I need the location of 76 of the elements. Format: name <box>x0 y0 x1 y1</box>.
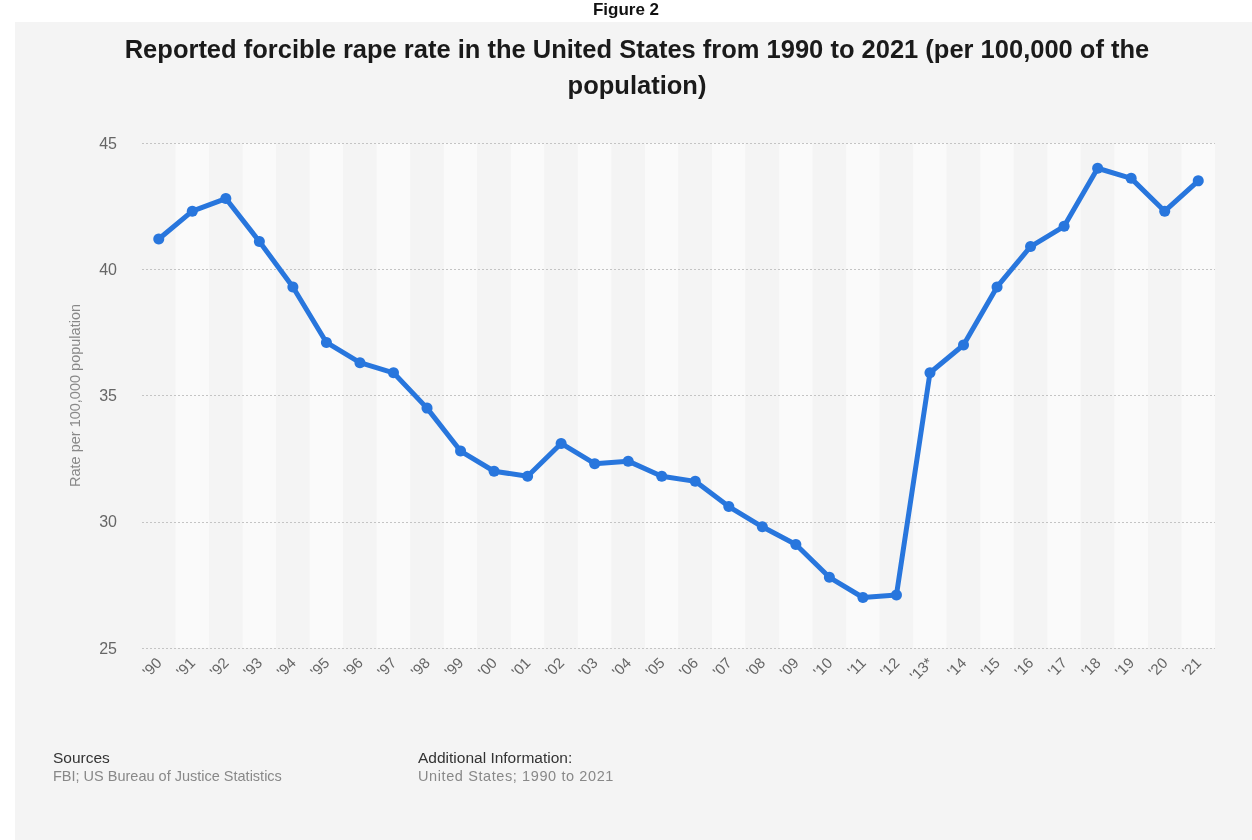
x-tick-label: '04 <box>608 653 635 680</box>
x-tick-label: '96 <box>340 653 366 680</box>
x-tick-label: '17 <box>1044 653 1071 680</box>
point <box>1092 162 1104 174</box>
x-tick-label: '93 <box>239 653 266 680</box>
point <box>689 475 701 487</box>
point <box>220 193 232 205</box>
point <box>790 538 802 550</box>
point <box>756 521 768 533</box>
y-tick-label: 35 <box>99 387 118 404</box>
x-tick-label: '19 <box>1111 653 1138 680</box>
x-tick-label: '21 <box>1178 653 1205 680</box>
x-tick-label: '94 <box>273 653 299 680</box>
y-tick-label: 45 <box>99 134 118 152</box>
point <box>924 367 936 379</box>
y-axis-title: Rate per 100,000 population <box>66 303 83 488</box>
x-tick-label: '11 <box>843 653 869 680</box>
point <box>455 445 467 457</box>
point <box>857 592 869 603</box>
point <box>1025 241 1037 253</box>
x-tick-label: '13* <box>906 653 937 684</box>
point <box>320 336 332 348</box>
text: Sources <box>53 749 110 767</box>
x-tick-label: '09 <box>776 653 802 680</box>
point <box>522 470 534 482</box>
x-tick-label: '92 <box>206 653 232 680</box>
point <box>253 235 265 247</box>
x-tick-label: '90 <box>138 653 165 680</box>
point <box>287 281 299 293</box>
caption: Figure 2 <box>591 0 661 20</box>
text: United States; 1990 to 2021 <box>418 768 614 784</box>
x-tick-label: '16 <box>1010 653 1037 680</box>
point <box>622 455 634 467</box>
chart-title: Reported forcible rape rate in the United States from 1990 to 2021 (per 100,000 of the population) <box>123 34 1151 101</box>
x-tick-label: '12 <box>876 653 903 680</box>
text: Additional Information: <box>418 749 573 767</box>
point <box>1058 220 1070 232</box>
x-tick-label: '03 <box>574 653 601 680</box>
point <box>823 571 835 583</box>
x-tick-label: '97 <box>373 653 400 680</box>
point <box>958 339 970 351</box>
y-tick-label: 25 <box>99 639 118 657</box>
point <box>153 233 165 245</box>
x-tick-label: '95 <box>306 653 333 680</box>
x-tick-label: '00 <box>474 653 501 680</box>
x-tick-label: '20 <box>1144 653 1171 680</box>
text: FBI; US Bureau of Justice Statistics <box>53 768 282 784</box>
x-tick-label: '05 <box>641 653 668 680</box>
point <box>354 357 366 369</box>
point <box>421 402 433 414</box>
point <box>1159 205 1171 217</box>
point <box>186 205 198 217</box>
point <box>890 589 902 601</box>
x-tick-label: '15 <box>977 653 1004 680</box>
point <box>723 501 735 513</box>
point <box>656 470 668 482</box>
y-tick-label: 30 <box>99 513 118 531</box>
x-tick-label: '07 <box>708 653 735 680</box>
x-tick-label: '02 <box>541 653 568 680</box>
x-tick-label: '98 <box>407 653 434 680</box>
point <box>555 437 567 449</box>
point <box>488 465 500 477</box>
point <box>991 281 1003 293</box>
x-tick-label: '08 <box>742 653 769 680</box>
x-tick-label: '10 <box>809 653 836 680</box>
x-tick-label: '99 <box>440 653 467 680</box>
x-tick-label: '18 <box>1077 653 1104 680</box>
x-tick-label: '14 <box>943 653 970 680</box>
point <box>1192 175 1204 187</box>
point <box>388 367 399 379</box>
x-tick-label: '91 <box>172 653 199 680</box>
x-tick-label: '06 <box>675 653 702 680</box>
x-tick-label: '01 <box>507 653 534 680</box>
y-tick-label: 40 <box>99 260 118 278</box>
point <box>1125 172 1137 184</box>
point <box>589 458 601 470</box>
